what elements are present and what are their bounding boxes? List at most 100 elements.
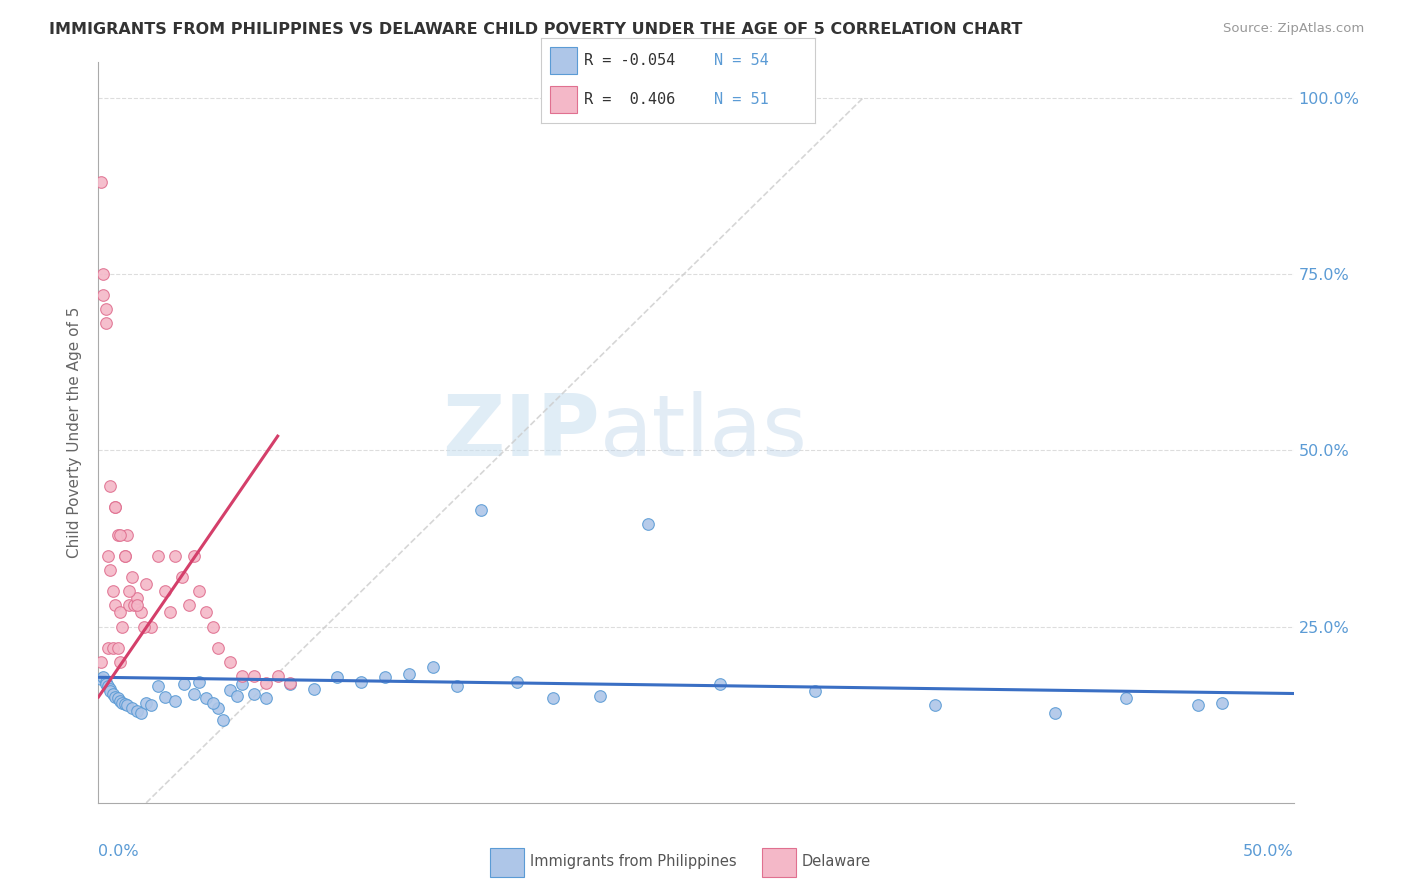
Point: [243, 686, 266, 700]
Point: [104, 690, 127, 704]
Point: [107, 691, 129, 706]
Point: [104, 500, 127, 514]
Point: [98, 681, 122, 696]
Bar: [489, 847, 523, 877]
Point: [195, 691, 218, 706]
Point: [155, 690, 177, 704]
Point: [94, 302, 117, 317]
Point: [254, 676, 277, 690]
Point: [91, 267, 114, 281]
Point: [131, 706, 153, 720]
Point: [219, 683, 242, 698]
Point: [207, 640, 229, 655]
Text: N = 51: N = 51: [714, 92, 769, 107]
Point: [231, 669, 253, 683]
Bar: [550, 86, 576, 113]
Text: R = -0.054: R = -0.054: [583, 53, 675, 68]
Point: [267, 669, 290, 683]
Point: [187, 584, 209, 599]
Text: Source: ZipAtlas.com: Source: ZipAtlas.com: [1223, 22, 1364, 36]
Point: [139, 698, 162, 713]
Point: [231, 677, 253, 691]
Point: [302, 681, 325, 696]
Point: [398, 667, 420, 681]
Point: [183, 549, 205, 563]
Point: [219, 655, 242, 669]
Bar: [762, 847, 796, 877]
Point: [254, 691, 277, 706]
Point: [163, 549, 186, 563]
Bar: [550, 47, 576, 74]
Point: [101, 686, 124, 700]
Point: [118, 584, 141, 599]
Text: 50.0%: 50.0%: [1243, 844, 1294, 858]
Point: [108, 655, 131, 669]
Point: [183, 686, 205, 700]
Point: [108, 693, 131, 707]
Point: [91, 670, 114, 684]
Point: [243, 669, 266, 683]
Point: [422, 660, 444, 674]
Point: [202, 619, 225, 633]
Point: [107, 528, 129, 542]
Point: [278, 677, 301, 691]
Point: [115, 528, 138, 542]
Text: Immigrants from Philippines: Immigrants from Philippines: [530, 855, 737, 869]
Point: [114, 549, 136, 563]
Point: [589, 689, 612, 703]
Point: [114, 549, 136, 563]
Point: [111, 696, 134, 710]
Point: [924, 698, 946, 713]
Point: [148, 680, 170, 694]
Point: [804, 684, 827, 698]
Point: [104, 500, 127, 514]
Point: [135, 696, 157, 710]
Point: [541, 691, 564, 706]
Text: Delaware: Delaware: [801, 855, 872, 869]
Point: [124, 599, 146, 613]
Point: [350, 674, 373, 689]
Point: [97, 680, 120, 694]
Point: [98, 478, 122, 492]
Point: [94, 677, 117, 691]
Point: [101, 640, 124, 655]
Point: [90, 655, 112, 669]
Point: [121, 570, 143, 584]
Text: ZIP: ZIP: [443, 391, 600, 475]
Point: [97, 549, 120, 563]
Point: [278, 676, 301, 690]
Point: [131, 606, 153, 620]
Point: [98, 563, 122, 577]
Point: [709, 677, 731, 691]
Point: [115, 698, 138, 713]
Point: [91, 288, 114, 302]
Point: [98, 684, 122, 698]
Point: [179, 599, 201, 613]
Point: [139, 619, 162, 633]
Point: [148, 549, 170, 563]
Point: [506, 674, 529, 689]
Point: [97, 640, 120, 655]
Point: [637, 517, 659, 532]
Point: [108, 606, 131, 620]
Point: [1211, 696, 1233, 710]
Text: atlas: atlas: [600, 391, 808, 475]
Point: [94, 316, 117, 330]
Point: [326, 670, 349, 684]
Text: IMMIGRANTS FROM PHILIPPINES VS DELAWARE CHILD POVERTY UNDER THE AGE OF 5 CORRELA: IMMIGRANTS FROM PHILIPPINES VS DELAWARE …: [49, 22, 1022, 37]
Point: [104, 599, 127, 613]
Point: [125, 591, 148, 606]
Point: [187, 674, 209, 689]
Point: [202, 696, 225, 710]
Point: [159, 606, 181, 620]
Point: [121, 700, 143, 714]
Point: [135, 577, 157, 591]
Point: [108, 528, 131, 542]
Point: [107, 640, 129, 655]
Point: [207, 700, 229, 714]
Point: [125, 599, 148, 613]
Point: [374, 670, 396, 684]
Point: [1115, 691, 1137, 706]
Point: [1043, 706, 1066, 720]
Point: [155, 584, 177, 599]
